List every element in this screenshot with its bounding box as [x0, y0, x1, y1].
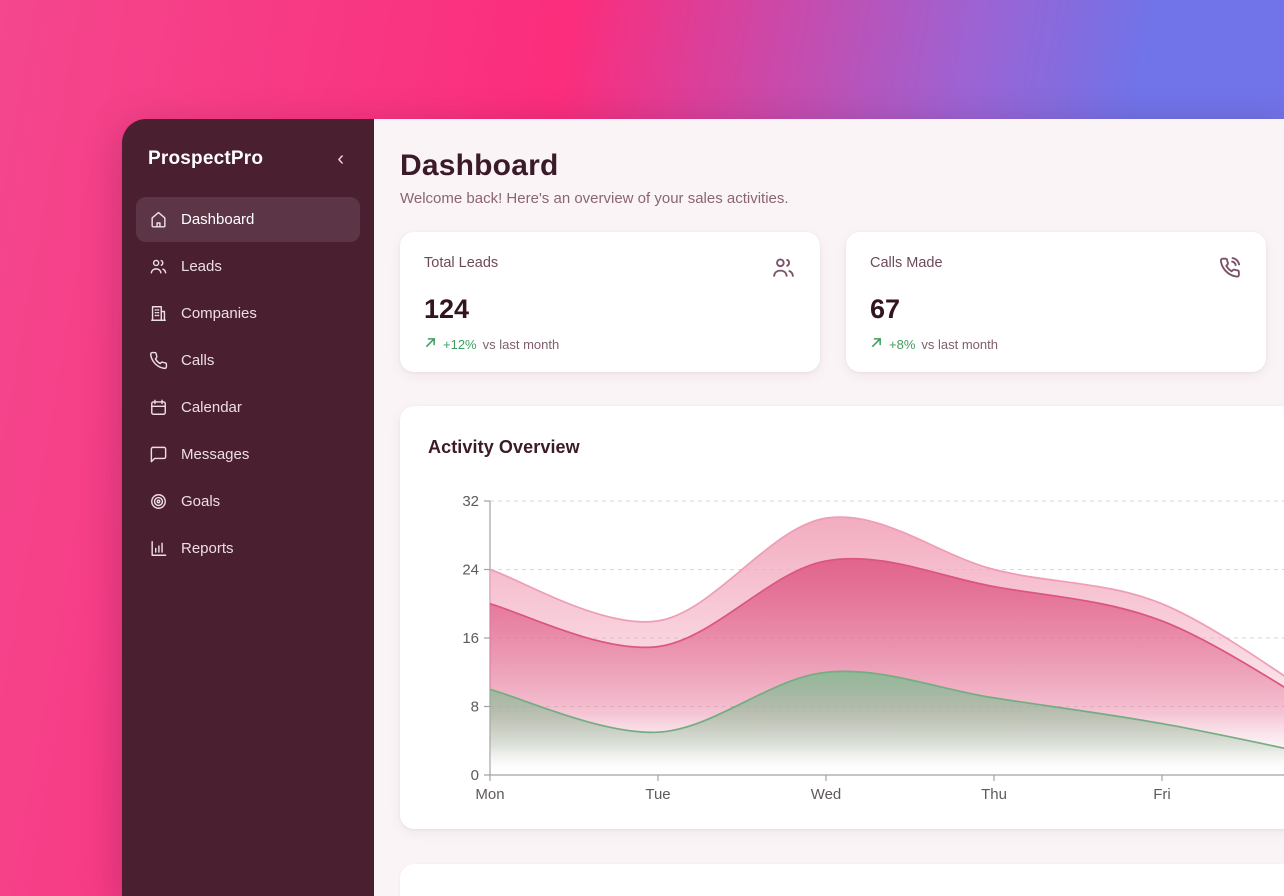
stat-delta: +12% — [443, 336, 477, 352]
sidebar-item-companies[interactable]: Companies — [136, 291, 360, 336]
calendar-icon — [149, 398, 168, 417]
sidebar-item-label: Dashboard — [181, 211, 255, 228]
sidebar-item-calendar[interactable]: Calendar — [136, 385, 360, 430]
sidebar-header: ProspectPro ‹ — [136, 141, 360, 171]
stat-card-total-leads: Total Leads 124 +12% vs last month — [400, 232, 820, 372]
sidebar-item-label: Calendar — [181, 399, 242, 416]
svg-text:0: 0 — [471, 767, 479, 784]
app-window: ProspectPro ‹ Dashboard Leads Companies Cal… — [122, 119, 1284, 896]
svg-text:32: 32 — [462, 493, 479, 510]
sidebar-item-calls[interactable]: Calls — [136, 338, 360, 383]
svg-text:Tue: Tue — [645, 786, 670, 801]
svg-text:Fri: Fri — [1153, 786, 1171, 801]
sidebar-item-label: Messages — [181, 446, 250, 463]
svg-text:8: 8 — [471, 699, 479, 716]
stat-label: Calls Made — [870, 255, 943, 271]
sidebar-item-label: Goals — [181, 493, 221, 510]
stat-delta: +8% — [889, 336, 916, 352]
phone-icon — [149, 351, 168, 370]
stat-value: 124 — [424, 294, 470, 324]
target-icon — [149, 492, 168, 511]
message-icon — [149, 445, 168, 464]
activity-area-chart: 08162432MonTueWedThuFriSat — [462, 493, 1284, 803]
sidebar-item-label: Leads — [181, 258, 222, 275]
stat-delta-suffix: vs last month — [921, 336, 998, 352]
sidebar-item-messages[interactable]: Messages — [136, 432, 360, 477]
sidebar-item-label: Companies — [181, 305, 257, 322]
main-content: Dashboard Welcome back! Here's an overvi… — [374, 119, 1284, 896]
stat-delta-suffix: vs last month — [482, 336, 560, 352]
trend-up-icon — [870, 336, 883, 352]
stats-grid: Total Leads 124 +12% vs last month Calls… — [400, 232, 1284, 372]
page-title: Dashboard — [400, 149, 559, 182]
building-icon — [149, 304, 168, 323]
users-icon — [149, 257, 168, 276]
bar-chart-icon — [149, 539, 168, 558]
sidebar-item-leads[interactable]: Leads — [136, 244, 360, 289]
app-logo-text: ProspectPro — [148, 148, 264, 169]
sidebar-item-goals[interactable]: Goals — [136, 479, 360, 524]
phone-call-icon — [1217, 255, 1242, 285]
users-icon — [771, 255, 796, 285]
sidebar-item-label: Calls — [181, 352, 215, 369]
sidebar-collapse-button[interactable]: ‹ — [331, 147, 350, 171]
stat-card-calls-made: Calls Made 67 +8% vs last month — [846, 232, 1266, 372]
sidebar-item-reports[interactable]: Reports — [136, 526, 360, 571]
svg-text:24: 24 — [462, 562, 479, 579]
sidebar-nav: Dashboard Leads Companies Calls Calendar Mess… — [136, 197, 360, 571]
page-subtitle: Welcome back! Here's an overview of your… — [400, 190, 789, 207]
trend-up-icon — [424, 336, 437, 352]
svg-text:Mon: Mon — [475, 786, 504, 801]
stat-value: 67 — [870, 294, 901, 324]
home-icon — [149, 210, 168, 229]
stat-label: Total Leads — [424, 255, 499, 271]
svg-text:16: 16 — [462, 630, 479, 647]
svg-text:Wed: Wed — [811, 786, 842, 801]
sidebar: ProspectPro ‹ Dashboard Leads Companies Cal… — [122, 119, 374, 896]
activity-overview-title: Activity Overview — [428, 437, 580, 457]
svg-text:Thu: Thu — [981, 786, 1007, 801]
sidebar-item-label: Reports — [181, 540, 234, 557]
bottom-card-clipped — [400, 864, 1284, 896]
sidebar-item-dashboard[interactable]: Dashboard — [136, 197, 360, 242]
activity-overview-card: Activity Overview 0 8 16 24 32 Mon Tue Wed Thu Fr… — [400, 406, 1284, 829]
activity-chart-wrap: 08162432MonTueWedThuFriSat — [428, 479, 1284, 806]
